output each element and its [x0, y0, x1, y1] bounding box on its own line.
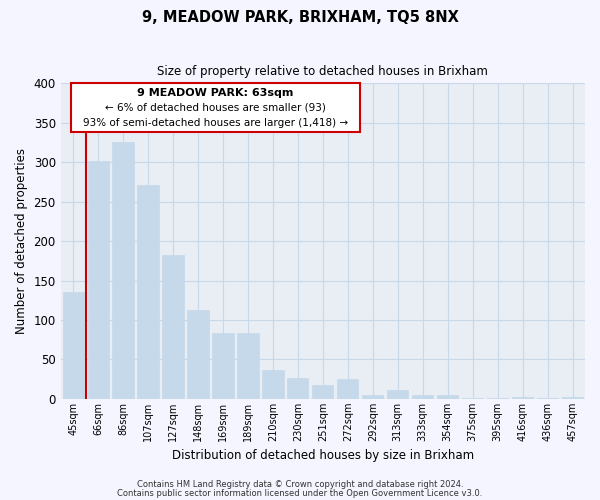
Bar — [62, 292, 84, 399]
Bar — [387, 390, 409, 399]
Bar — [562, 398, 583, 399]
Y-axis label: Number of detached properties: Number of detached properties — [15, 148, 28, 334]
Text: Contains public sector information licensed under the Open Government Licence v3: Contains public sector information licen… — [118, 488, 482, 498]
Bar — [112, 142, 134, 399]
Bar — [362, 395, 383, 399]
Text: 9, MEADOW PARK, BRIXHAM, TQ5 8NX: 9, MEADOW PARK, BRIXHAM, TQ5 8NX — [142, 10, 458, 25]
Bar — [512, 398, 533, 399]
Bar — [88, 160, 109, 399]
Bar — [462, 398, 483, 399]
Bar — [412, 395, 433, 399]
Bar — [163, 254, 184, 399]
Bar — [187, 310, 209, 399]
Bar — [337, 379, 358, 399]
Bar — [537, 398, 558, 399]
Bar — [238, 332, 259, 399]
Bar — [487, 398, 508, 399]
Bar — [287, 378, 308, 399]
Bar — [262, 370, 284, 399]
Text: 93% of semi-detached houses are larger (1,418) →: 93% of semi-detached houses are larger (… — [83, 118, 348, 128]
Text: 9 MEADOW PARK: 63sqm: 9 MEADOW PARK: 63sqm — [137, 88, 293, 98]
Bar — [212, 332, 233, 399]
Title: Size of property relative to detached houses in Brixham: Size of property relative to detached ho… — [157, 65, 488, 78]
Bar — [312, 386, 334, 399]
Text: Contains HM Land Registry data © Crown copyright and database right 2024.: Contains HM Land Registry data © Crown c… — [137, 480, 463, 489]
X-axis label: Distribution of detached houses by size in Brixham: Distribution of detached houses by size … — [172, 450, 474, 462]
FancyBboxPatch shape — [71, 84, 359, 132]
Text: ← 6% of detached houses are smaller (93): ← 6% of detached houses are smaller (93) — [105, 103, 326, 113]
Bar — [437, 395, 458, 399]
Bar — [137, 185, 158, 399]
